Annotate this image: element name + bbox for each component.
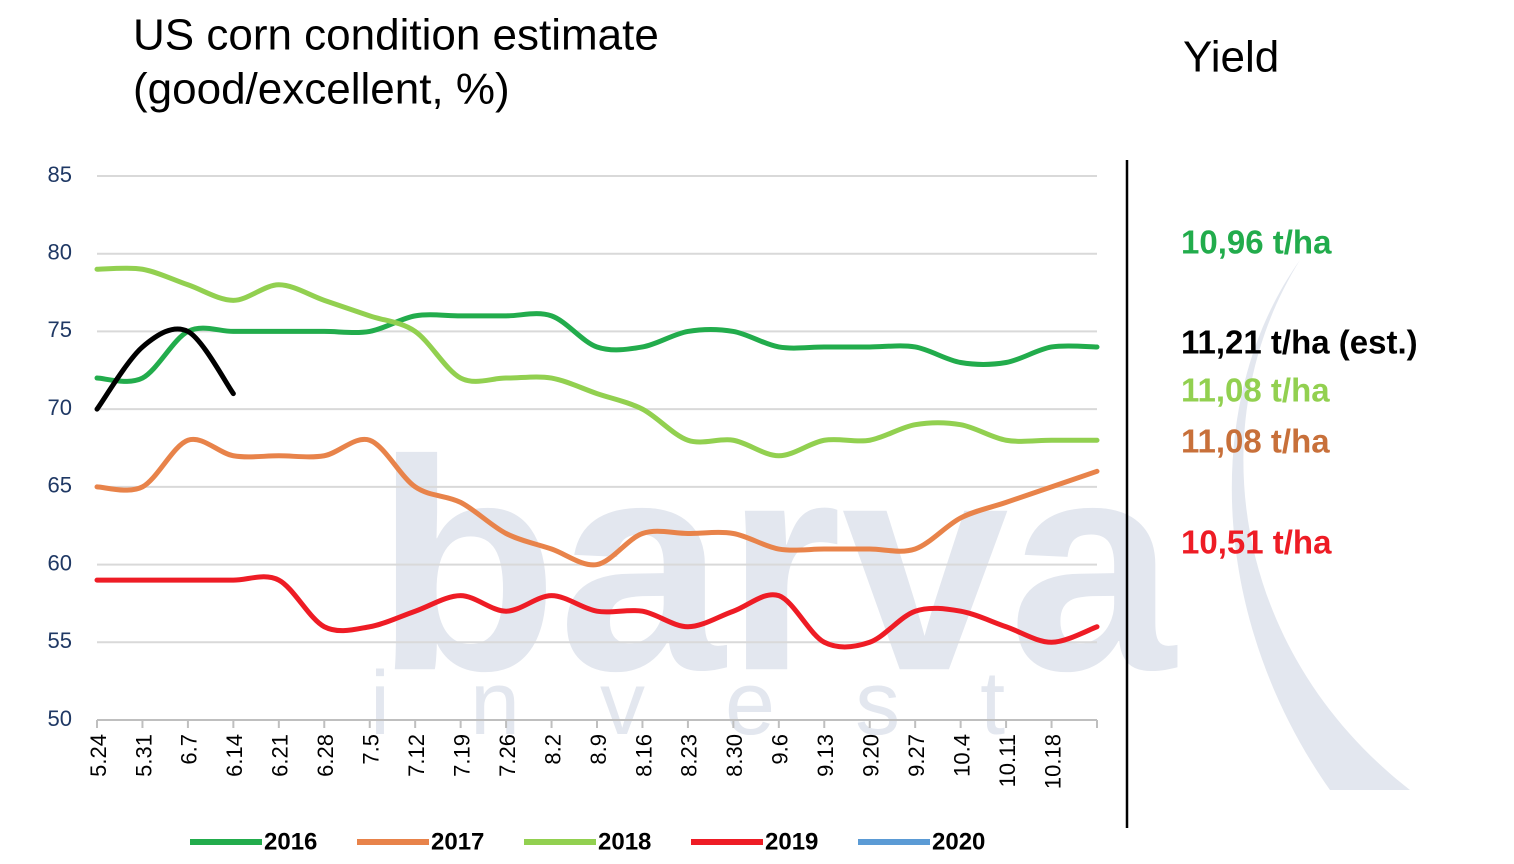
- yield-label: 10,96 t/ha: [1181, 224, 1332, 261]
- x-tick-label: 6.28: [313, 734, 338, 777]
- legend-label: 2018: [598, 828, 651, 855]
- x-tick-label: 5.24: [86, 734, 111, 777]
- yield-label: 10,51 t/ha: [1181, 524, 1332, 561]
- watermark-shape: [1231, 260, 1410, 790]
- y-tick-label: 75: [48, 317, 72, 342]
- series-line: [94, 265, 1100, 459]
- y-tick-label: 60: [48, 550, 72, 575]
- series-line: [94, 436, 1100, 568]
- x-tick-label: 6.21: [268, 734, 293, 777]
- y-tick-label: 50: [48, 706, 72, 731]
- x-tick-label: 9.13: [813, 734, 838, 777]
- x-tick-label: 9.20: [859, 734, 884, 777]
- x-tick-label: 10.4: [949, 734, 974, 777]
- x-tick-label: 7.5: [359, 734, 384, 765]
- y-tick-label: 55: [48, 628, 72, 653]
- x-tick-label: 7.12: [404, 734, 429, 777]
- x-tick-label: 6.14: [222, 734, 247, 777]
- y-tick-label: 70: [48, 395, 72, 420]
- x-tick-label: 10.11: [995, 734, 1020, 787]
- yield-label: 11,21 t/ha (est.): [1181, 324, 1418, 361]
- yield-title: Yield: [1183, 33, 1279, 82]
- x-tick-label: 7.19: [449, 734, 474, 777]
- y-tick-label: 65: [48, 473, 72, 498]
- x-tick-label: 9.27: [904, 734, 929, 777]
- x-tick-label: 8.30: [722, 734, 747, 777]
- yield-label: 11,08 t/ha: [1181, 423, 1330, 460]
- x-tick-label: 8.2: [540, 734, 565, 765]
- x-tick-label: 6.7: [177, 734, 202, 765]
- x-tick-label: 8.16: [631, 734, 656, 777]
- series-line: [94, 311, 1100, 384]
- watermark: invest: [370, 654, 1085, 754]
- yield-label: 11,08 t/ha: [1181, 372, 1330, 409]
- legend-label: 2019: [765, 828, 818, 855]
- legend-label: 2017: [431, 828, 484, 855]
- series-line: [94, 326, 236, 412]
- x-tick-label: 8.9: [586, 734, 611, 765]
- legend-label: 2020: [932, 828, 985, 855]
- x-tick-label: 7.26: [495, 734, 520, 777]
- chart-title: US corn condition estimate: [133, 11, 659, 60]
- y-tick-label: 80: [48, 240, 72, 265]
- x-tick-label: 5.31: [131, 734, 156, 777]
- x-tick-label: 8.23: [677, 734, 702, 777]
- x-tick-label: 9.6: [768, 734, 793, 765]
- x-tick-label: 10.18: [1040, 734, 1065, 789]
- y-tick-label: 85: [48, 162, 72, 187]
- series-line: [94, 574, 1100, 650]
- legend-label: 2016: [264, 828, 317, 855]
- chart-subtitle: (good/excellent, %): [133, 65, 510, 114]
